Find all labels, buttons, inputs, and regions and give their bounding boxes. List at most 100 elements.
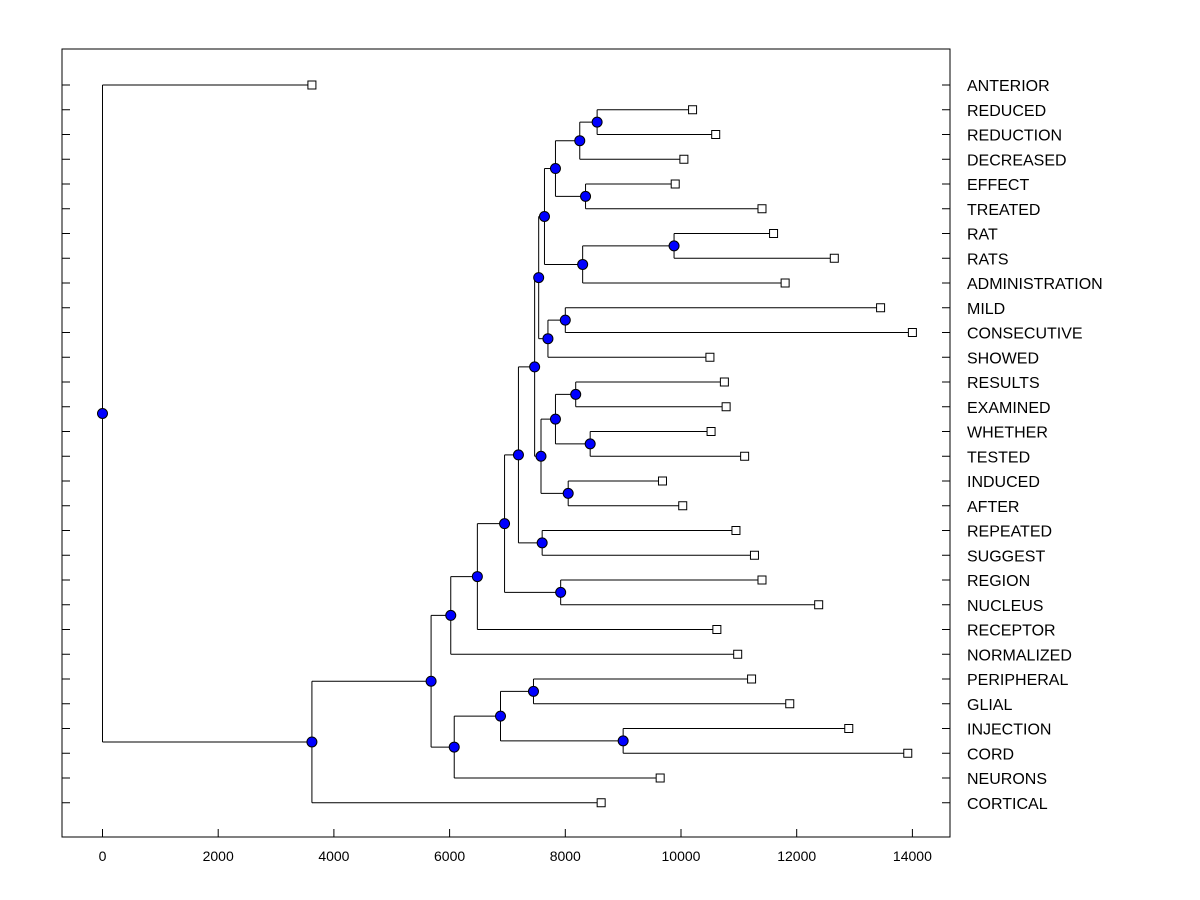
leaf-marker <box>711 130 721 139</box>
leaf-marker <box>657 476 667 486</box>
leaf-marker <box>712 625 722 634</box>
leaf-label: CORTICAL <box>967 796 1048 813</box>
merge-node <box>425 675 437 687</box>
merge-node <box>574 135 586 147</box>
merge-node <box>549 413 561 425</box>
leaf-marker <box>705 352 715 362</box>
merge-node <box>549 163 561 175</box>
leaf-label: REDUCTION <box>967 128 1062 145</box>
merge-node <box>555 586 567 598</box>
leaf-label: DECREASED <box>967 152 1067 169</box>
leaf-marker <box>876 303 886 313</box>
leaf-label: TESTED <box>967 449 1030 466</box>
leaf-marker <box>780 278 790 288</box>
leaf-marker <box>747 674 757 684</box>
leaf-label: MILD <box>967 301 1005 318</box>
leaf-label: INDUCED <box>967 474 1040 491</box>
merge-node <box>535 450 547 462</box>
merge-node <box>542 333 554 345</box>
leaf-label: CONSECUTIVE <box>967 326 1083 343</box>
leaf-labels: ANTERIOR REDUCED REDUCTION DECREASED EFFECT T… <box>967 78 1103 813</box>
merge-node <box>536 537 548 549</box>
merge-node <box>306 736 318 748</box>
leaf-label: RESULTS <box>967 375 1040 392</box>
merge-node <box>533 272 545 284</box>
merge-node <box>495 710 507 722</box>
leaf-marker <box>740 451 750 461</box>
merge-node <box>591 116 603 128</box>
leaf-label: ANTERIOR <box>967 78 1050 95</box>
leaf-label: SHOWED <box>967 350 1039 367</box>
merge-node <box>584 438 596 450</box>
leaf-marker <box>679 154 689 164</box>
x-tick-label: 4000 <box>318 848 349 864</box>
leaf-label: TREATED <box>967 202 1040 219</box>
merge-node <box>445 609 457 621</box>
leaf-marker <box>307 80 317 90</box>
x-tick-label: 12000 <box>777 848 816 864</box>
x-tick-label: 14000 <box>893 848 932 864</box>
merge-node <box>527 685 539 697</box>
leaf-label: EFFECT <box>967 177 1029 194</box>
merge-node <box>96 407 108 419</box>
leaf-label: GLIAL <box>967 697 1012 714</box>
merge-node <box>529 361 541 373</box>
merge-node <box>499 518 511 530</box>
leaf-marker <box>596 798 606 808</box>
plot-frame <box>61 48 951 838</box>
leaf-label: NUCLEUS <box>967 598 1043 615</box>
leaf-marker <box>706 427 716 436</box>
leaf-label: INJECTION <box>967 722 1051 739</box>
leaf-label: REPEATED <box>967 524 1052 541</box>
leaf-marker <box>769 229 779 238</box>
leaf-marker <box>757 204 767 214</box>
leaf-marker <box>757 575 767 585</box>
leaf-label: SUGGEST <box>967 548 1045 565</box>
leaf-marker <box>785 699 795 709</box>
merge-node <box>512 449 524 461</box>
merge-node <box>577 258 589 270</box>
merge-nodes <box>96 116 680 753</box>
leaf-marker <box>814 600 824 610</box>
leaf-label: RATS <box>967 251 1008 268</box>
leaf-label: ADMINISTRATION <box>967 276 1103 293</box>
leaf-markers <box>307 80 917 808</box>
leaf-marker <box>844 724 854 733</box>
merge-node <box>562 487 574 499</box>
x-tick-label: 0 <box>99 848 107 864</box>
leaf-label: CORD <box>967 746 1014 763</box>
leaf-marker <box>733 649 743 659</box>
leaf-label: REDUCED <box>967 103 1046 120</box>
merge-node <box>580 190 592 202</box>
leaf-ticks <box>62 84 950 804</box>
leaf-label: NORMALIZED <box>967 647 1072 664</box>
leaf-label: RAT <box>967 227 998 244</box>
leaf-marker <box>731 526 741 535</box>
merge-node <box>538 210 550 222</box>
merge-node <box>617 735 629 747</box>
x-tick-label: 10000 <box>662 848 701 864</box>
merge-node <box>448 741 460 753</box>
leaf-marker <box>903 748 913 758</box>
merge-node <box>668 240 680 252</box>
leaf-label: WHETHER <box>967 425 1048 442</box>
merge-node <box>559 314 571 326</box>
leaf-marker <box>670 179 680 189</box>
x-tick-label: 6000 <box>434 848 465 864</box>
leaf-marker <box>655 773 665 783</box>
leaf-label: REGION <box>967 573 1030 590</box>
leaf-marker <box>688 105 698 115</box>
leaf-label: RECEPTOR <box>967 623 1056 640</box>
leaf-label: PERIPHERAL <box>967 672 1068 689</box>
leaf-marker <box>907 328 917 337</box>
leaf-marker <box>678 501 688 511</box>
leaf-marker <box>721 402 731 412</box>
x-tick-label: 2000 <box>203 848 234 864</box>
leaf-marker <box>749 550 759 560</box>
leaf-label: AFTER <box>967 499 1019 516</box>
dendrogram-links <box>101 84 913 804</box>
merge-node <box>471 571 483 583</box>
leaf-label: NEURONS <box>967 771 1047 788</box>
x-axis: 0 2000 4000 6000 8000 10000 12000 14000 <box>99 829 932 864</box>
